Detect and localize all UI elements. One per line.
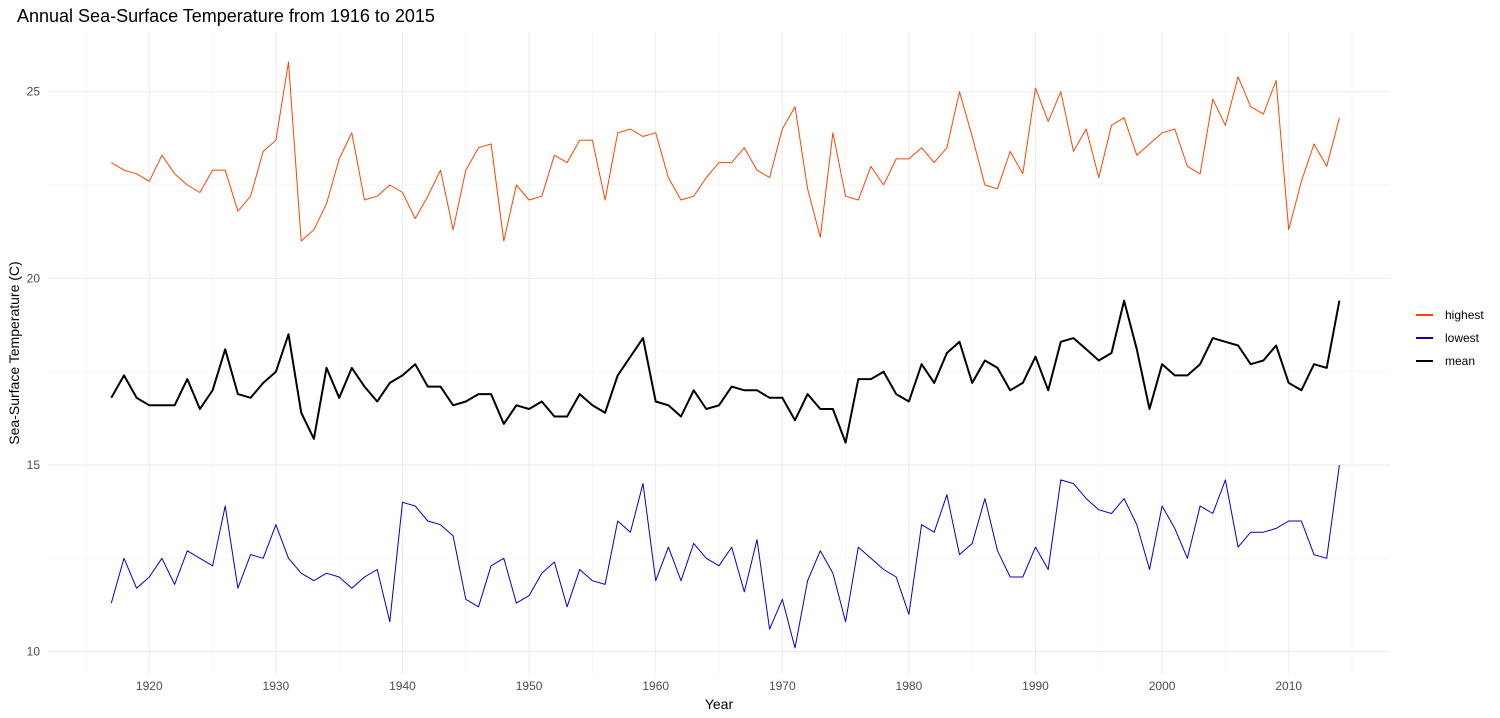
x-tick-label: 1950: [516, 679, 543, 693]
grid: [48, 32, 1390, 674]
legend-label-highest: highest: [1445, 308, 1484, 322]
legend-label-mean: mean: [1445, 354, 1475, 368]
x-tick-label: 1930: [263, 679, 290, 693]
x-tick-label: 1920: [136, 679, 163, 693]
series-line-lowest: [110, 464, 1340, 649]
legend: highest lowest mean: [1416, 308, 1484, 368]
x-tick-label: 2010: [1275, 679, 1302, 693]
x-tick-label: 2000: [1149, 679, 1176, 693]
y-axis-title: Sea-Surface Temperature (C): [6, 261, 22, 444]
chart-title: Annual Sea-Surface Temperature from 1916…: [17, 6, 435, 26]
y-tick-label: 15: [27, 458, 41, 472]
y-tick-label: 20: [27, 271, 41, 285]
series-line-highest: [111, 61, 1340, 242]
x-tick-label: 1970: [769, 679, 796, 693]
y-tick-label: 10: [27, 645, 41, 659]
y-tick-label: 25: [27, 85, 41, 99]
series-lines: [110, 61, 1341, 649]
x-tick-label: 1990: [1022, 679, 1049, 693]
axis-labels: 1920 1930 1940 1950 1960 1970 1980 1990 2000 2010…: [27, 85, 1303, 693]
x-tick-label: 1980: [896, 679, 923, 693]
legend-label-lowest: lowest: [1445, 331, 1480, 345]
series-line-mean: [110, 299, 1341, 444]
x-tick-label: 1940: [389, 679, 416, 693]
x-axis-title: Year: [705, 696, 734, 712]
x-tick-label: 1960: [642, 679, 669, 693]
